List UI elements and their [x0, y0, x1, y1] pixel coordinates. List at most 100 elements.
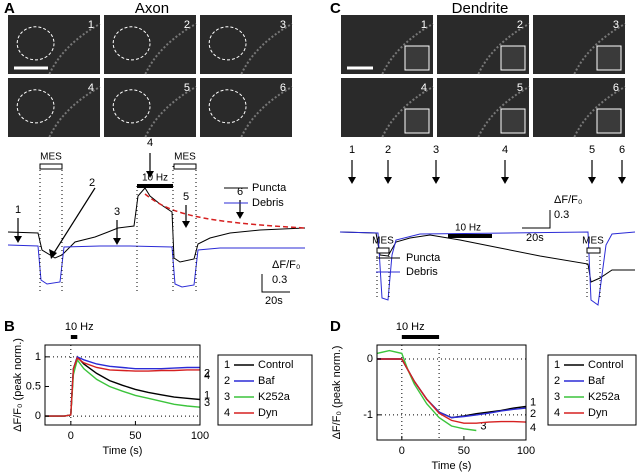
legend-label: Control [258, 359, 293, 371]
roi-ellipse [16, 89, 55, 124]
legend-number: 4 [224, 407, 230, 419]
roi-ellipse [208, 89, 247, 124]
legend-label: Dyn [258, 407, 278, 419]
chart: 1 1 Control 2 2 Baf 3 3 K252a 4 4 Dyn 0 50 100 -1 0 10 Hz… [330, 318, 637, 472]
neurite [144, 22, 197, 75]
legend-label: Control [588, 359, 623, 371]
legend-number: 3 [554, 391, 560, 403]
mes-label: MES [372, 236, 394, 247]
panel-letter: B [4, 318, 15, 335]
plot-frame [44, 344, 201, 426]
scale-label: 0.3 [272, 274, 287, 286]
panel-letter: A [4, 0, 15, 17]
roi-ellipse [16, 26, 55, 61]
image-number: 6 [280, 82, 286, 94]
stim-label: 10 Hz [142, 173, 168, 184]
series-line [376, 349, 477, 432]
neurite [240, 22, 293, 75]
panel-letter: C [330, 0, 341, 17]
inset [404, 45, 430, 71]
roi-ellipse [208, 26, 247, 61]
panel-letter: D [330, 318, 341, 335]
neurite [477, 85, 530, 138]
x-tick-label: 50 [458, 445, 470, 457]
legend-number: 1 [224, 359, 230, 371]
neurite [240, 85, 293, 138]
y-tick-label: 1 [35, 351, 41, 363]
neurite [48, 85, 101, 138]
mes-label: MES [40, 152, 62, 163]
neurite [381, 22, 434, 75]
neurite [573, 85, 626, 138]
series-line [45, 356, 200, 417]
stim-label: 10 Hz [396, 321, 425, 333]
dendrite-labels: 1 2 3 4 5 6 MES MES 10 Hz ΔF/F₀ 0.3 20s … [349, 144, 625, 278]
neurite [48, 22, 101, 75]
neurite [144, 85, 197, 138]
image-grid: 1 2 3 4 5 6 [341, 15, 626, 138]
x-axis-label: Time (s) [432, 460, 472, 472]
arrow-label: 1 [349, 144, 355, 156]
panel-title: Axon [135, 0, 169, 17]
y-axis-label: ΔF/F₀ (peak norm.) [331, 346, 343, 440]
legend-box [217, 354, 313, 426]
arrow-label: 6 [237, 186, 243, 198]
series-end-label: 3 [204, 397, 210, 409]
series-line [45, 355, 201, 417]
mes-label: MES [174, 152, 196, 163]
axon-trace [7, 153, 306, 293]
scale-label: 20s [526, 232, 544, 244]
series-end-label: 4 [204, 370, 210, 382]
x-axis-label: Time (s) [103, 445, 143, 457]
legend-number: 3 [224, 391, 230, 403]
neurite [573, 22, 626, 75]
legend-label: Debris [252, 197, 284, 209]
arrow-label: 5 [183, 191, 189, 203]
neurite [381, 85, 434, 138]
series-line [45, 355, 200, 417]
image-number: 1 [421, 19, 427, 31]
image-number: 6 [613, 82, 619, 94]
y-tick-label: -1 [363, 409, 373, 421]
image-number: 5 [517, 82, 523, 94]
arrow-label: 4 [147, 137, 153, 149]
series-end-label: 2 [204, 367, 210, 379]
legend-label: Baf [588, 375, 605, 387]
dendrite-trace [339, 160, 636, 306]
image-grid: 1 2 3 4 5 6 [8, 15, 293, 138]
inset [404, 108, 430, 134]
legend-number: 1 [554, 359, 560, 371]
x-tick-label: 50 [129, 430, 141, 442]
legend-label: K252a [258, 391, 291, 403]
scale-label: ΔF/F₀ [554, 194, 582, 206]
image-number: 2 [517, 19, 523, 31]
image-number: 3 [280, 19, 286, 31]
x-tick-label: 0 [399, 445, 405, 457]
mes-label: MES [582, 236, 604, 247]
chart: 1 1 Control 2 2 Baf 3 3 K252a 4 4 Dyn 0 50 100 0 0.5 1 10 … [4, 318, 313, 457]
arrow-label: 5 [589, 144, 595, 156]
scale-label: ΔF/F₀ [272, 259, 300, 271]
series-line [377, 358, 527, 419]
image-number: 3 [613, 19, 619, 31]
y-tick-label: 0 [367, 353, 373, 365]
legend-box [547, 354, 637, 426]
arrow-label: 4 [502, 144, 508, 156]
y-tick-label: 0.5 [26, 380, 41, 392]
roi-ellipse [112, 89, 151, 124]
series-end-label: 4 [530, 422, 536, 434]
x-tick-label: 0 [68, 430, 74, 442]
arrow-label: 2 [89, 177, 95, 189]
legend-label: Puncta [406, 252, 441, 264]
y-axis-label: ΔF/F₀ (peak norm.) [12, 338, 24, 432]
arrow-label: 1 [15, 204, 21, 216]
series-line [377, 358, 527, 419]
stim-label: 10 Hz [455, 223, 481, 234]
arrow-label: 6 [619, 144, 625, 156]
x-tick-label: 100 [517, 445, 535, 457]
legend-label: Debris [406, 266, 438, 278]
image-number: 4 [88, 82, 94, 94]
image-number: 4 [421, 82, 427, 94]
legend-label: Puncta [252, 182, 287, 194]
